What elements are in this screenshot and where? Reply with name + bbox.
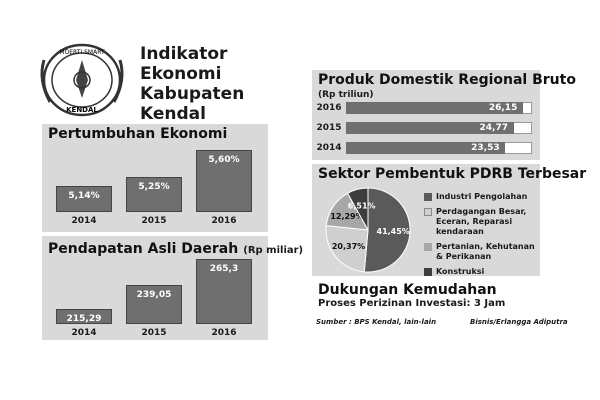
kendal-logo: MOERTI SMART KENDAL [36, 40, 128, 120]
pad-title: Pendapatan Asli Daerah [48, 241, 239, 257]
pdrb-value-label: 26,15 [488, 103, 518, 113]
support-panel [312, 280, 540, 310]
pdrb-title: Produk Domestik Regional Bruto [318, 72, 576, 88]
support-subtitle: Proses Perizinan Investasi: 3 Jam [318, 298, 506, 309]
pad-bar: 215,29 [56, 308, 112, 324]
pie-slice-label: 6,51% [348, 202, 376, 211]
source-note: Sumber : BPS Kendal, lain-lain [316, 318, 437, 326]
pdrb-year-label: 2015 [316, 123, 342, 133]
legend-item: Konstruksi [424, 267, 540, 277]
pie-slice-konstruksi [346, 187, 369, 232]
pdrb-year-label: 2014 [316, 143, 342, 153]
pdrb-value-label: 24,77 [479, 123, 508, 133]
pie-slice-industri [363, 187, 411, 273]
growth-bar: 5,60% [196, 149, 252, 212]
legend-item: Industri Pengolahan [424, 192, 540, 202]
pad-year-label: 2016 [211, 328, 237, 338]
pdrb-bar [346, 122, 514, 134]
growth-year-label: 2015 [141, 216, 167, 226]
legend-label: Industri Pengolahan [436, 192, 528, 201]
pdrb-value-label: 23,53 [471, 143, 500, 153]
legend-swatch [424, 268, 432, 276]
pdrb-bar [346, 142, 506, 154]
pad-value-label: 215,29 [66, 313, 102, 324]
svg-text:MOERTI SMART: MOERTI SMART [59, 49, 105, 56]
legend-label: Konstruksi [436, 267, 485, 276]
legend-label: Pertanian, Kehutanan & Perikanan [436, 242, 535, 261]
legend-label: Perdagangan Besar, Eceran, Reparasi kend… [436, 207, 527, 236]
legend-item: Perdagangan Besar, Eceran, Reparasi kend… [424, 207, 540, 237]
growth-chart: 5,14% 2014 5,25% 2015 5,60% 2016 [42, 124, 268, 232]
legend-swatch [424, 208, 432, 216]
pdrb-chart: 2016 26,15 2015 24,77 2014 23,53 [312, 70, 540, 160]
credit-note: Bisnis/Erlangga Adiputra [470, 318, 568, 326]
support-title: Dukungan Kemudahan [318, 282, 497, 298]
pad-bar: 265,3 [196, 258, 252, 324]
pad-unit: (Rp miliar) [243, 245, 304, 256]
pdrb-unit: (Rp triliun) [318, 90, 374, 100]
pie-slice-label: 41,45% [377, 227, 410, 236]
growth-year-label: 2016 [211, 216, 237, 226]
svg-text:KENDAL: KENDAL [66, 106, 98, 114]
pad-title-row: Pendapatan Asli Daerah (Rp miliar) [48, 238, 303, 257]
growth-value-label: 5,60% [208, 154, 240, 165]
pie-slice-label: 12,29% [330, 212, 363, 221]
pad-value-label: 265,3 [209, 263, 239, 274]
pdrb-year-label: 2016 [316, 103, 342, 113]
growth-year-label: 2014 [71, 216, 97, 226]
pad-bar: 239,05 [126, 284, 182, 324]
growth-bar: 5,25% [126, 177, 182, 212]
pad-year-label: 2015 [141, 328, 167, 338]
growth-value-label: 5,14% [68, 190, 100, 201]
legend-item: Pertanian, Kehutanan & Perikanan [424, 242, 540, 262]
pie-slice-label: 20,37% [332, 242, 365, 251]
page-title: Indikator Ekonomi Kabupaten Kendal [140, 44, 245, 124]
growth-bar: 5,14% [56, 185, 112, 212]
legend-swatch [424, 193, 432, 201]
pie-slice-perdagangan [325, 225, 369, 273]
sector-pie-chart: 41,45% 20,37% 12,29%6,51% [325, 187, 411, 273]
pad-value-label: 239,05 [136, 289, 172, 300]
growth-value-label: 5,25% [138, 182, 170, 192]
sector-title: Sektor Pembentuk PDRB Terbesar [318, 166, 587, 182]
sector-legend: Industri Pengolahan Perdagangan Besar, E… [424, 192, 540, 277]
pad-year-label: 2014 [71, 328, 97, 338]
pad-chart: 215,29 2014 239,05 2015 265,3 2016 [42, 236, 268, 340]
legend-swatch [424, 243, 432, 251]
pdrb-bar [346, 102, 523, 114]
growth-title: Pertumbuhan Ekonomi [48, 126, 228, 142]
